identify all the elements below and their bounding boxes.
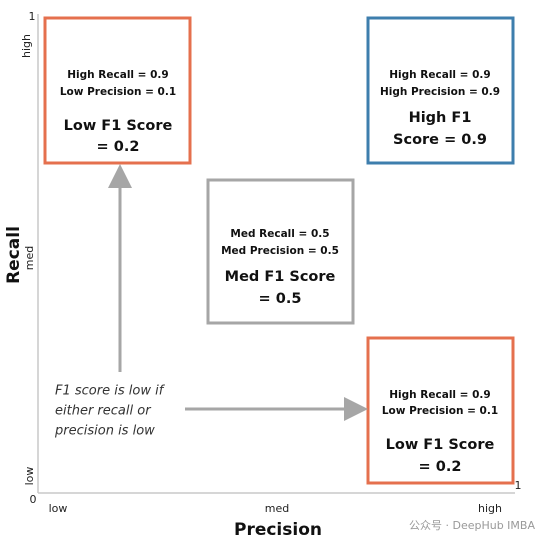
y-med-label: med: [23, 246, 36, 270]
y-high-label: high: [20, 34, 33, 58]
watermark: 公众号 · DeepHub IMBA: [409, 519, 535, 532]
box-result: = 0.2: [97, 139, 140, 155]
box-result: Score = 0.9: [393, 132, 487, 148]
box-high-f1: [366, 16, 515, 165]
box-result: Med F1 Score: [225, 269, 336, 285]
box-result: Low F1 Score: [64, 118, 173, 134]
box-line: High Recall = 0.9: [389, 69, 490, 81]
box-med-f1: [206, 178, 355, 325]
x-low-label: low: [49, 502, 68, 515]
x-end-label: 1: [515, 479, 522, 492]
note-line: F1 score is low if: [55, 384, 166, 399]
note-line: either recall or: [55, 404, 152, 419]
y-low-label: low: [23, 467, 36, 486]
box-line: Med Recall = 0.5: [230, 228, 329, 240]
x-title: Precision: [234, 520, 322, 540]
box-line: High Precision = 0.9: [380, 86, 500, 98]
box-line: Med Precision = 0.5: [221, 245, 339, 257]
box-line: High Recall = 0.9: [67, 69, 168, 81]
box-low-f1: [366, 336, 515, 485]
box-result: = 0.2: [419, 459, 462, 475]
box-low-f1: [43, 16, 192, 165]
box-line: Low Precision = 0.1: [382, 405, 498, 417]
box-result: Low F1 Score: [386, 437, 495, 453]
box-line: Low Precision = 0.1: [60, 86, 176, 98]
box-result: High F1: [409, 110, 472, 126]
y-title: Recall: [4, 226, 24, 284]
origin-label: 0: [30, 493, 37, 506]
y-top-label: 1: [29, 10, 36, 23]
x-high-label: high: [478, 502, 502, 515]
x-med-label: med: [265, 502, 289, 515]
box-line: High Recall = 0.9: [389, 389, 490, 401]
box-result: = 0.5: [259, 291, 302, 307]
note-line: precision is low: [54, 424, 155, 439]
